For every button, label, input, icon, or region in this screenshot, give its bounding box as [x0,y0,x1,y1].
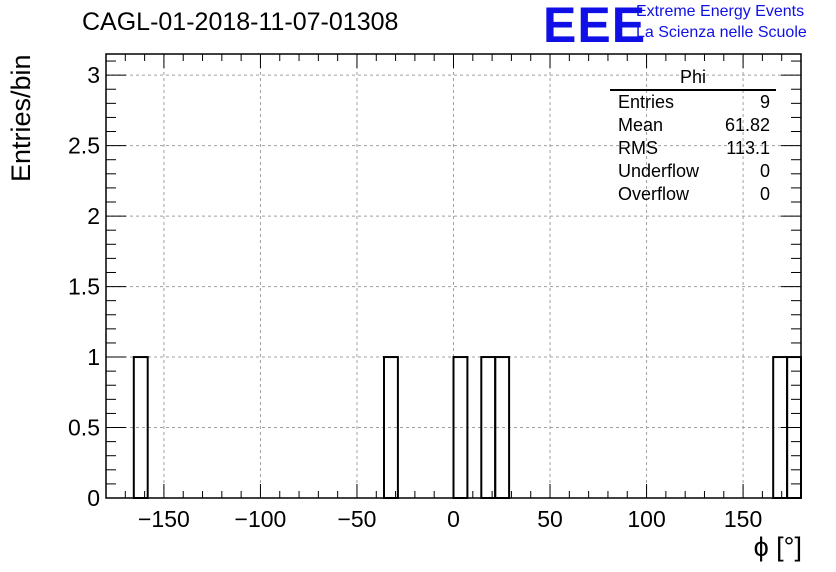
stats-label: RMS [618,138,658,158]
x-tick-label: 100 [627,506,665,532]
x-tick-label: −100 [235,506,287,532]
stats-row-entries: Entries 9 [610,91,776,114]
stats-row-rms: RMS 113.1 [610,137,776,160]
x-tick-label: 150 [724,506,762,532]
histogram-bin [132,356,149,499]
stats-value: 0 [759,184,770,204]
stats-label: Overflow [618,184,690,204]
stats-label: Entries [618,92,675,112]
stats-row-underflow: Underflow 0 [610,160,776,183]
x-tick-label: −50 [337,506,376,532]
x-axis-label: ϕ [°] [753,532,802,562]
chart-title: CAGL-01-2018-11-07-01308 [82,8,399,36]
x-tick-label: −150 [138,506,190,532]
histogram-bin [480,356,497,499]
y-axis-label: Entries/bin [6,54,36,182]
y-tick-label: 2.5 [68,133,100,159]
stats-title: Phi [610,66,776,91]
stats-value: 0 [759,161,770,181]
stats-value: 61.82 [724,115,770,135]
eee-logo-line2: La Scienza nelle Scuole [636,24,807,41]
stats-row-overflow: Overflow 0 [610,183,776,206]
eee-logo: EEE [543,0,647,53]
y-tick-label: 0 [87,485,100,511]
stats-value: 113.1 [726,138,770,158]
stats-value: 9 [759,92,770,112]
stats-label: Underflow [618,161,700,181]
y-tick-label: 3 [87,62,100,88]
y-tick-label: 1 [87,344,100,370]
stats-label: Mean [618,115,664,135]
stats-box: Phi Entries 9 Mean 61.82 RMS 113.1 Under… [610,66,776,206]
x-tick-label: 0 [447,506,460,532]
eee-logo-line1: Extreme Energy Events [636,3,805,20]
y-tick-label: 0.5 [68,415,100,441]
x-tick-label: 50 [537,506,563,532]
y-tick-label: 2 [87,203,100,229]
y-tick-label: 1.5 [68,274,100,300]
stats-row-mean: Mean 61.82 [610,114,776,137]
